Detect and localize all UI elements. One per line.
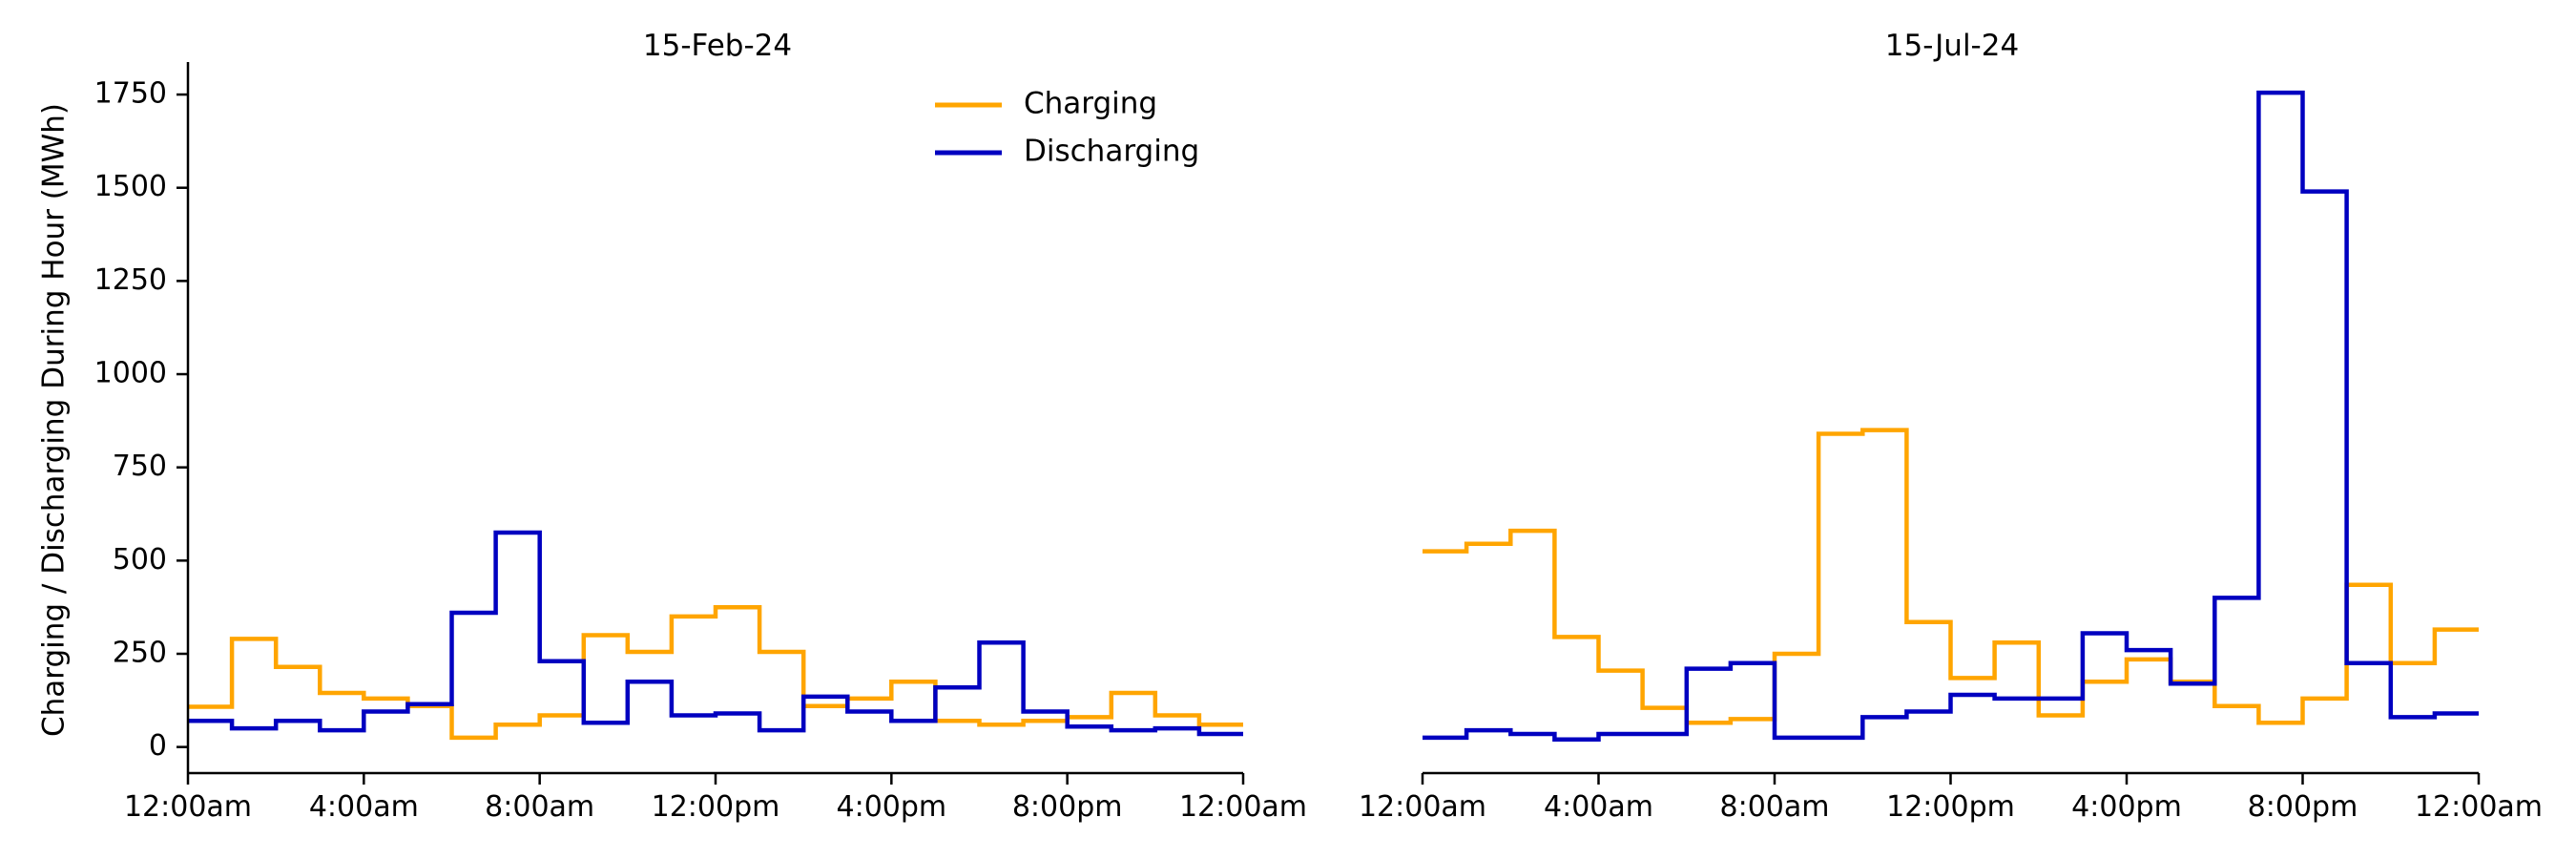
y-tick-label: 750 [113,450,167,483]
y-tick-label: 1250 [94,263,167,297]
x-axis-feb: 12:00am 4:00am 8:00am 12:00pm 4:00pm 8:00pm 12… [124,771,1307,824]
y-tick-label: 250 [113,637,167,670]
x-tick-label: 12:00am [2415,790,2543,824]
y-tick-label: 1500 [94,170,167,203]
x-tick-label: 8:00am [485,790,594,824]
x-tick-label: 4:00pm [2071,790,2182,824]
x-tick-label: 12:00am [1179,790,1307,824]
y-axis-label: Charging / Discharging During Hour (MWh) [37,103,72,737]
chart-panel-feb: 15-Feb-24 0 250 500 750 1000 1250 1500 1750 12:… [94,29,1307,824]
x-tick-label: 12:00pm [1886,790,2015,824]
x-tick-label: 8:00pm [2248,790,2358,824]
panel-title-feb: 15-Feb-24 [643,29,792,63]
y-tick-label: 1750 [94,77,167,111]
x-tick-label: 4:00pm [837,790,947,824]
x-tick-label: 8:00am [1720,790,1830,824]
x-tick-label: 12:00am [124,790,252,824]
y-axis: 0 250 500 750 1000 1250 1500 1750 [94,62,190,773]
series-line-charging [1423,428,2479,725]
series-group-feb [188,530,1243,741]
chart-panel-jul: 15-Jul-24 12:00am 4:00am 8:00am 12:00pm 4:00… [1359,29,2543,824]
y-tick-label: 500 [113,543,167,576]
series-line-discharging [1423,90,2479,743]
legend-label-discharging: Discharging [1024,135,1199,169]
x-tick-label: 8:00pm [1012,790,1123,824]
series-line-charging [188,604,1243,741]
y-tick-label: 0 [149,729,167,763]
x-tick-label: 12:00am [1359,790,1486,824]
x-tick-label: 4:00am [309,790,419,824]
x-tick-label: 12:00pm [652,790,780,824]
series-line-discharging [188,530,1243,737]
legend: Charging Discharging [935,87,1199,169]
series-group-jul [1423,90,2479,743]
legend-label-charging: Charging [1024,87,1157,121]
x-tick-label: 4:00am [1544,790,1653,824]
y-tick-label: 1000 [94,357,167,390]
x-axis-jul: 12:00am 4:00am 8:00am 12:00pm 4:00pm 8:00pm 12… [1359,771,2543,824]
panel-title-jul: 15-Jul-24 [1885,29,2019,63]
